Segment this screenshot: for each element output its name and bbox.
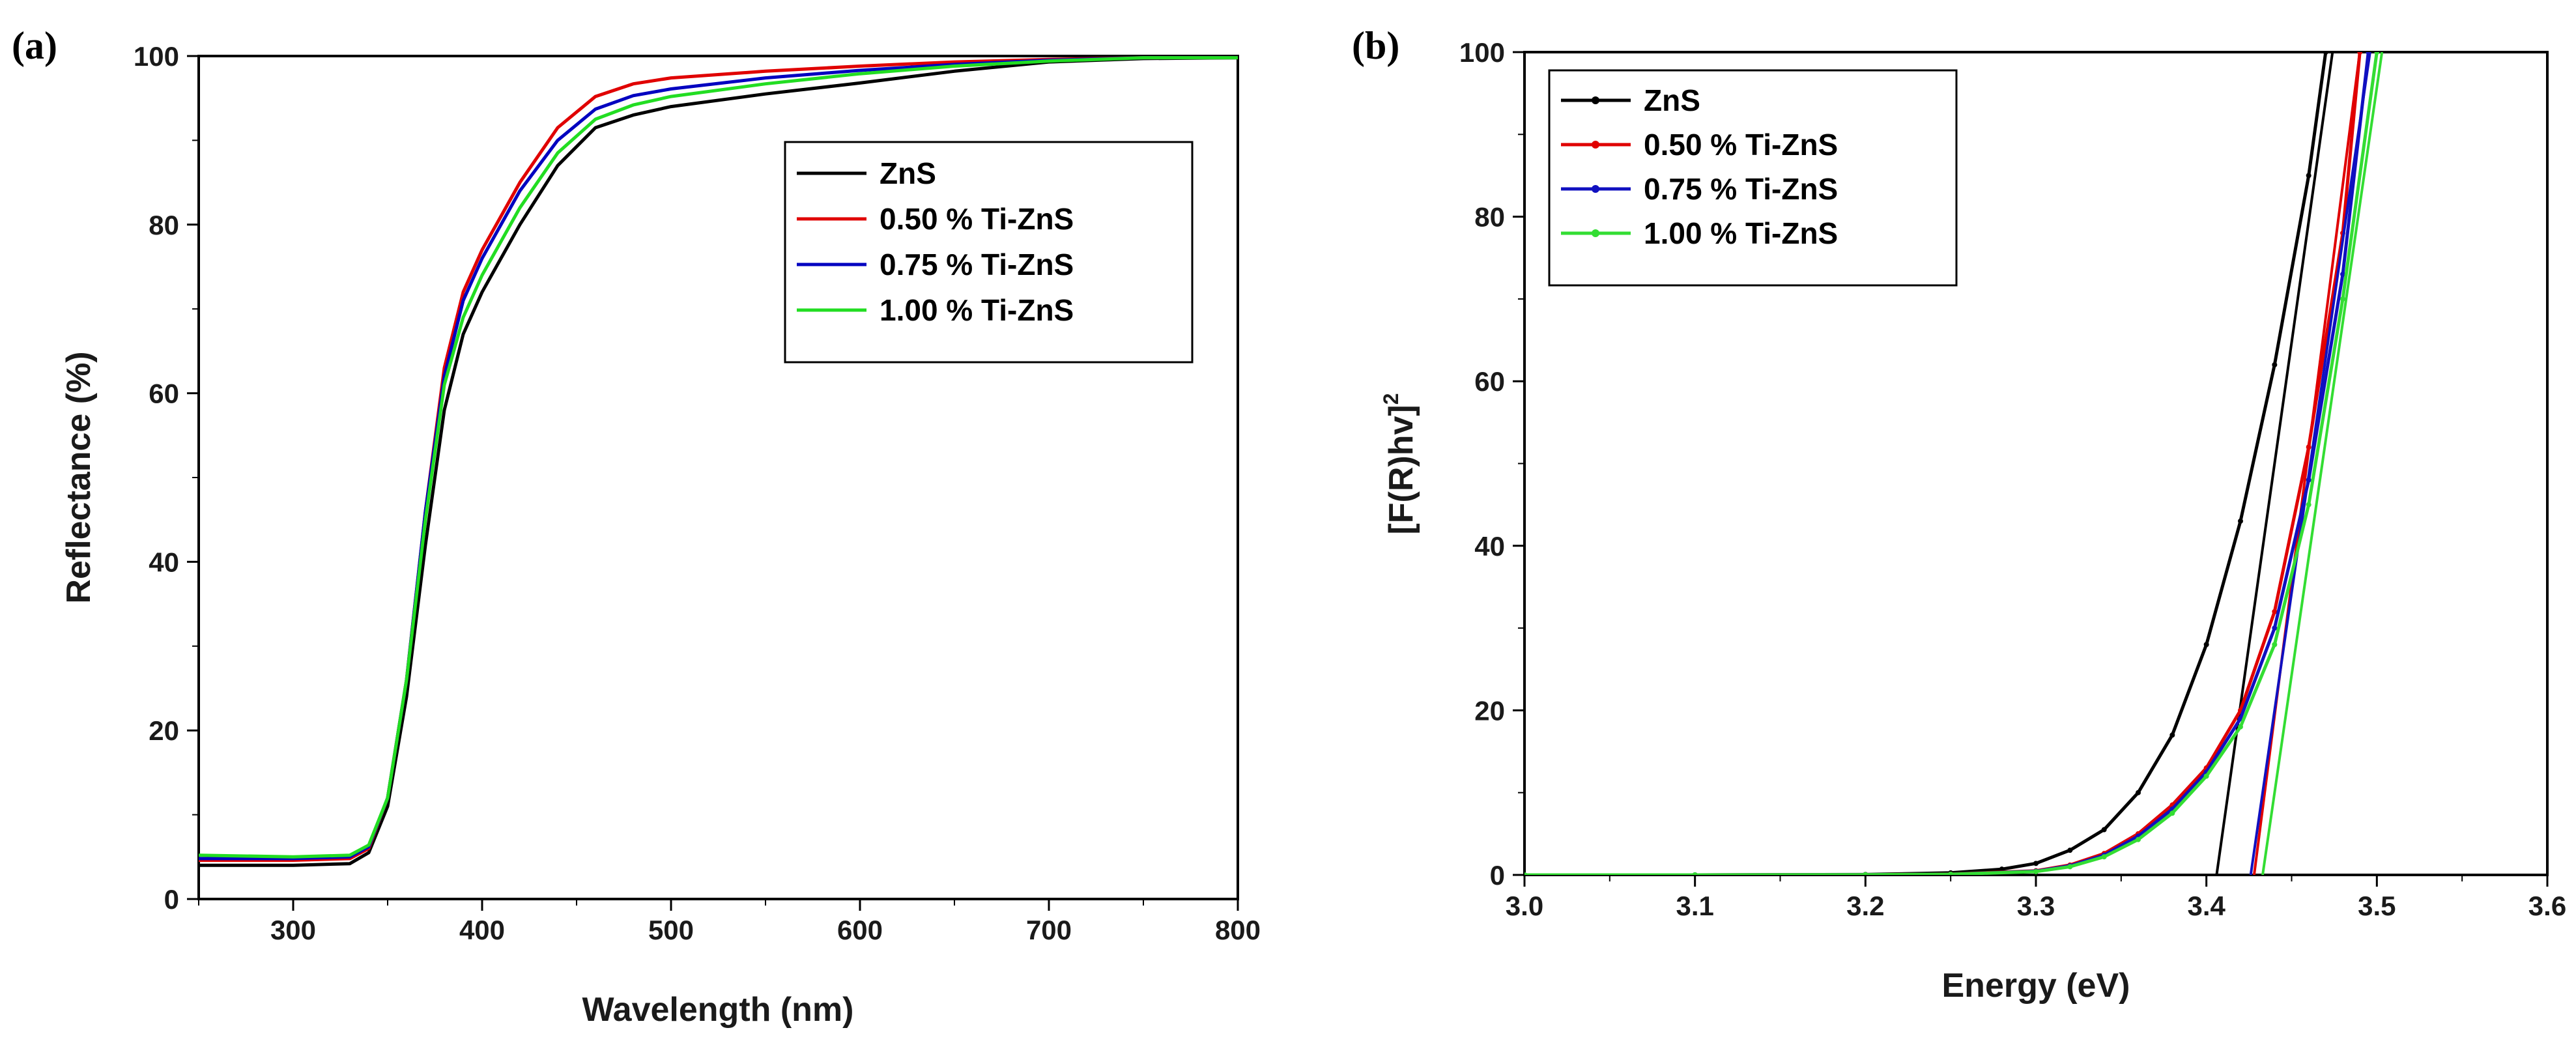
panel-a-x-axis-title: Wavelength (nm) bbox=[582, 991, 854, 1029]
panel-a-series bbox=[199, 56, 1238, 867]
panel-a-y-tick-label: 20 bbox=[149, 715, 179, 746]
panel-b-series-point-3 bbox=[2101, 854, 2107, 860]
panel-b-legend-marker-3 bbox=[1592, 229, 1599, 237]
panel-b-ticks: 3.0 3.1 3.2 3.3 3.4 3.5 3.6 0 20 40 60 80 100 bbox=[1459, 37, 2566, 921]
panel-b-x-tick-label: 3.1 bbox=[1676, 891, 1713, 921]
panel-b-x-tick-label: 3.2 bbox=[1846, 891, 1884, 921]
panel-b-y-axis-title: [F(R)hv]2 bbox=[1379, 393, 1420, 534]
panel-a-y-axis-title: Reflectance (%) bbox=[60, 351, 98, 603]
panel-b-series-point-1 bbox=[2272, 608, 2278, 614]
panel-a-series-line-0 bbox=[199, 56, 1238, 867]
panel-b-y-tick-label: 100 bbox=[1459, 37, 1505, 68]
panel-b-x-tick-label: 3.3 bbox=[2017, 891, 2055, 921]
panel-b-y-tick-label: 0 bbox=[1490, 860, 1505, 891]
panel-a-x-tick-label: 500 bbox=[648, 915, 694, 945]
panel-b-series-point-3 bbox=[1863, 872, 1868, 875]
panel-b-series-point-0 bbox=[2067, 848, 2073, 853]
panel-a-legend: ZnS 0.50 % Ti-ZnS 0.75 % Ti-ZnS 1.00 % Ti-Z… bbox=[784, 141, 1194, 364]
panel-a-legend-label-0: ZnS bbox=[880, 156, 936, 190]
panel-b-x-tick-label: 3.6 bbox=[2528, 891, 2566, 921]
panel-b-fit-line-3 bbox=[2261, 52, 2384, 875]
panel-a-y-tick-label: 0 bbox=[164, 884, 179, 915]
panel-a-y-tick-label: 80 bbox=[149, 210, 179, 240]
panel-b-series-point-3 bbox=[2169, 810, 2175, 816]
panel-a-x-tick-label: 400 bbox=[459, 915, 505, 945]
panel-b-series-point-3 bbox=[2340, 296, 2345, 302]
panel-b-tauc-chart: (b) 3.0 3.1 3.2 3.3 3.4 3.5 3.6 0 20 40 60 80 100 En… bbox=[1352, 24, 2566, 1005]
panel-a-x-tick-label: 700 bbox=[1026, 915, 1072, 945]
panel-b-x-tick-label: 3.5 bbox=[2358, 891, 2396, 921]
panel-a-x-tick-label: 300 bbox=[270, 915, 316, 945]
panel-a-x-tick-label: 800 bbox=[1215, 915, 1261, 945]
panel-b-legend-box bbox=[1548, 69, 1958, 287]
panel-a-label: (a) bbox=[12, 24, 57, 67]
panel-b-series-point-0 bbox=[2136, 790, 2141, 795]
panel-b-legend-label-2: 0.75 % Ti-ZnS bbox=[1644, 172, 1838, 206]
panel-b-series-point-0 bbox=[2203, 642, 2209, 648]
panel-b-series-point-3 bbox=[2238, 724, 2243, 730]
panel-b-series-point-3 bbox=[2203, 773, 2209, 779]
panel-b-legend-marker-1 bbox=[1592, 141, 1599, 149]
panel-b-fit-line-2 bbox=[2249, 52, 2371, 875]
panel-b-series-point-3 bbox=[2272, 642, 2278, 648]
panel-b-series-point-3 bbox=[1692, 872, 1698, 875]
panel-a-y-tick-label: 100 bbox=[134, 41, 179, 72]
panel-b-y-tick-label: 40 bbox=[1474, 531, 1505, 562]
panel-b-series-point-3 bbox=[2136, 836, 2141, 842]
panel-b-legend: ZnS 0.50 % Ti-ZnS 0.75 % Ti-ZnS 1.00 % Ti-Z… bbox=[1548, 69, 1958, 287]
panel-b-legend-label-0: ZnS bbox=[1644, 83, 1700, 117]
panel-b-y-tick-label: 20 bbox=[1474, 695, 1505, 726]
panel-b-legend-label-1: 0.50 % Ti-ZnS bbox=[1644, 128, 1838, 162]
panel-b-y-tick-label: 80 bbox=[1474, 202, 1505, 233]
panel-b-y-tick-label: 60 bbox=[1474, 366, 1505, 397]
panel-b-series-point-0 bbox=[2169, 732, 2175, 738]
panel-b-x-tick-label: 3.4 bbox=[2187, 891, 2225, 921]
panel-b-series-point-0 bbox=[2033, 861, 2039, 866]
panel-b-series-point-3 bbox=[2067, 864, 2073, 870]
panel-b-legend-label-3: 1.00 % Ti-ZnS bbox=[1644, 216, 1838, 250]
panel-b-series-point-3 bbox=[2033, 868, 2039, 874]
panel-a-series-line-3 bbox=[199, 56, 1238, 859]
panel-b-y-axis-title-main: [F(R)hv] bbox=[1382, 405, 1420, 534]
panel-b-series-point-2 bbox=[2340, 272, 2345, 278]
panel-b-series-point-3 bbox=[2306, 502, 2311, 507]
panel-b-series bbox=[1524, 52, 2384, 875]
panel-b-series-point-3 bbox=[1948, 871, 1954, 875]
panel-a-legend-label-3: 1.00 % Ti-ZnS bbox=[880, 293, 1074, 327]
panel-a-legend-label-2: 0.75 % Ti-ZnS bbox=[880, 248, 1074, 281]
panel-b-fit-line-0 bbox=[2215, 52, 2334, 875]
panel-a-reflectance-chart: (a) 300 400 500 600 700 800 0 20 40 60 80 100 Wavel… bbox=[12, 24, 1261, 1029]
panel-b-legend-marker-0 bbox=[1592, 96, 1599, 104]
panel-b-series-point-0 bbox=[2101, 827, 2107, 833]
panel-b-series-point-0 bbox=[2272, 362, 2278, 367]
panel-a-y-tick-label: 60 bbox=[149, 379, 179, 409]
panel-b-series-point-3 bbox=[2374, 52, 2380, 55]
panel-a-legend-box bbox=[784, 141, 1194, 364]
panel-b-series-point-2 bbox=[2272, 625, 2278, 631]
panel-b-legend-marker-2 bbox=[1592, 185, 1599, 193]
panel-a-y-tick-label: 40 bbox=[149, 547, 179, 577]
panel-b-series-point-0 bbox=[2238, 518, 2243, 524]
panel-b-x-axis-title: Energy (eV) bbox=[1942, 967, 2130, 1005]
panel-a-x-tick-label: 600 bbox=[837, 915, 883, 945]
panel-b-series-point-0 bbox=[2323, 52, 2328, 55]
panel-b-x-tick-label: 3.0 bbox=[1506, 891, 1543, 921]
panel-a-ticks: 300 400 500 600 700 800 0 20 40 60 80 100 bbox=[134, 41, 1261, 945]
panel-b-series-point-0 bbox=[2306, 173, 2311, 179]
panel-b-label: (b) bbox=[1352, 24, 1399, 67]
panel-a-legend-label-1: 0.50 % Ti-ZnS bbox=[880, 202, 1074, 236]
panel-b-series-point-3 bbox=[1524, 872, 1527, 875]
panel-b-y-axis-title-sup: 2 bbox=[1379, 393, 1403, 405]
